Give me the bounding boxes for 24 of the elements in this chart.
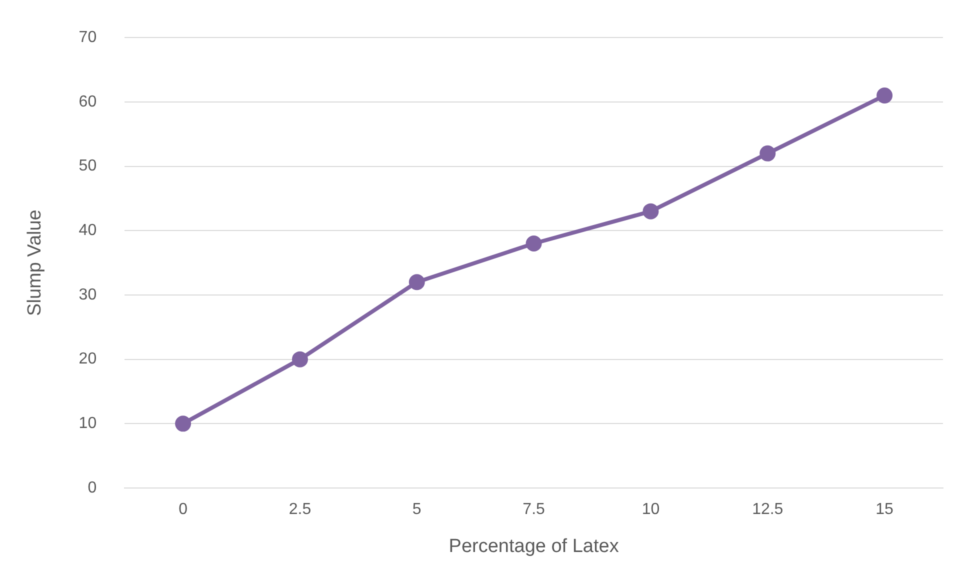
x-tick-label: 5 <box>412 501 422 518</box>
x-tick-label: 15 <box>876 501 894 518</box>
y-tick-label: 10 <box>78 415 97 432</box>
point <box>408 274 425 290</box>
x-tick-label: 2.5 <box>288 501 312 518</box>
point <box>175 416 192 432</box>
y-tick-label: 40 <box>78 222 97 240</box>
y-tick-label: 50 <box>78 158 97 175</box>
y-axis-title: Slump Value <box>24 210 46 316</box>
y-tick-label: 20 <box>78 350 97 368</box>
x-tick-label: 0 <box>178 501 188 518</box>
point <box>642 203 659 220</box>
point <box>526 235 542 252</box>
y-tick-label: 70 <box>78 29 97 46</box>
x-tick-label: 12.5 <box>752 501 784 518</box>
y-tick-label: 30 <box>78 286 97 304</box>
x-tick-label: 7.5 <box>522 501 546 518</box>
x-axis-title: Percentage of Latex <box>448 536 620 557</box>
point <box>292 351 308 368</box>
point <box>876 88 893 104</box>
y-tick-label: 60 <box>78 93 97 110</box>
point <box>760 145 776 162</box>
y-tick-label: 0 <box>88 479 97 496</box>
x-tick-label: 10 <box>642 501 660 518</box>
